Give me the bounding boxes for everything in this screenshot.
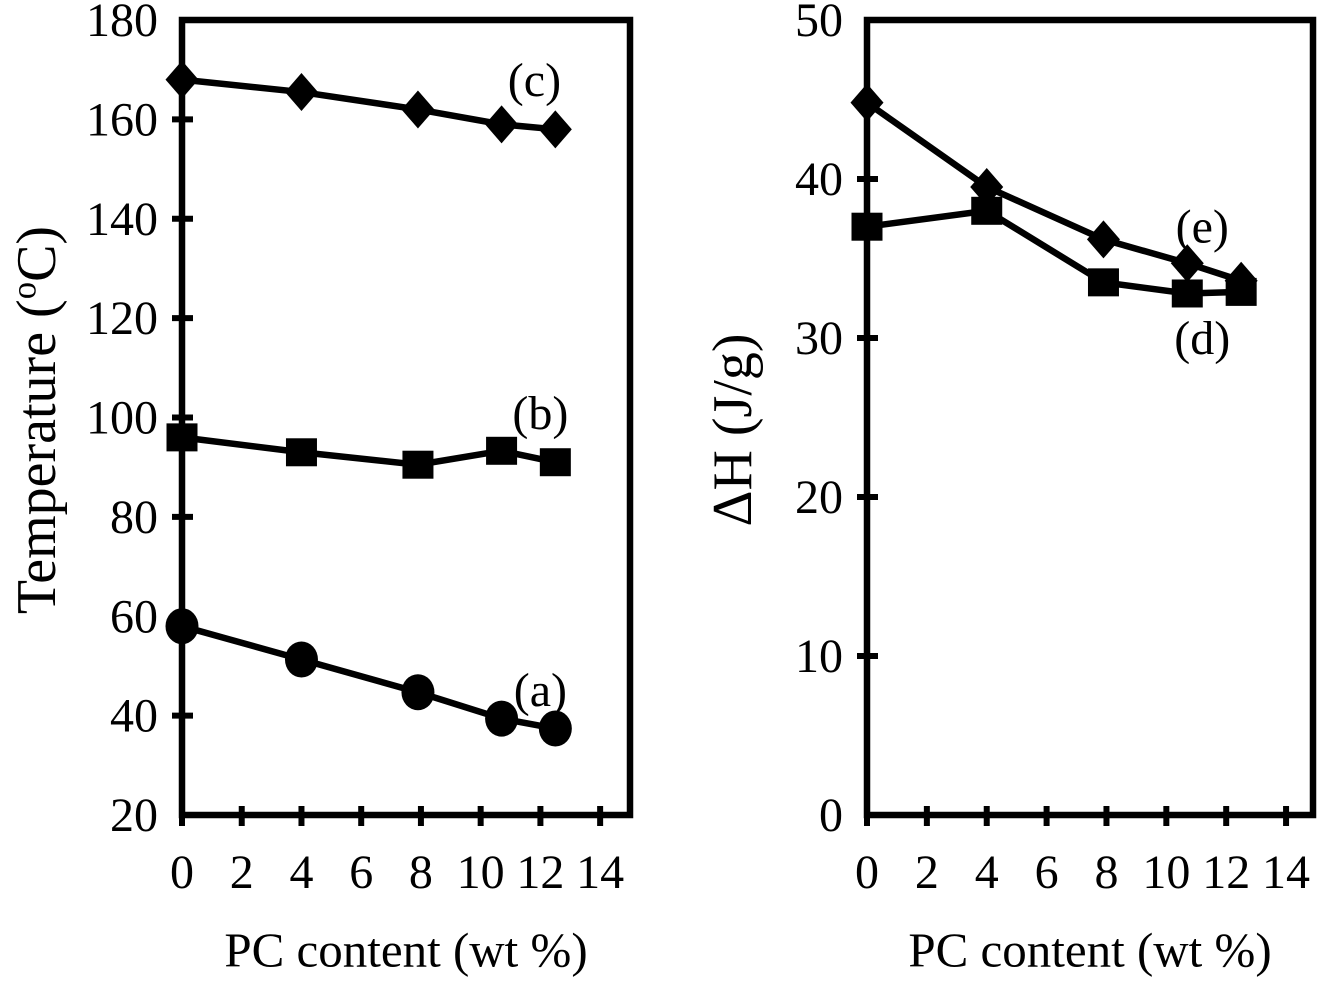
y-tick-label: 160 bbox=[86, 93, 158, 146]
y-tick-label: 100 bbox=[86, 392, 158, 445]
y-tick-label: 10 bbox=[795, 630, 843, 683]
x-tick-label: 14 bbox=[576, 846, 624, 899]
diamond-marker bbox=[970, 167, 1004, 206]
square-marker bbox=[539, 448, 571, 477]
y-tick-label: 120 bbox=[86, 292, 158, 345]
square-marker bbox=[1087, 268, 1119, 297]
left-chart-y-axis-title: Temperature (oC) bbox=[4, 225, 69, 615]
degree-superscript: o bbox=[4, 281, 44, 300]
y-axis-title-text: Temperature ( bbox=[6, 299, 68, 615]
x-tick-label: 8 bbox=[409, 846, 433, 899]
axis-frame bbox=[863, 16, 1317, 819]
series-label: (b) bbox=[512, 387, 568, 440]
diamond-marker bbox=[284, 73, 318, 112]
x-tick-label: 4 bbox=[975, 846, 999, 899]
circle-marker bbox=[401, 674, 435, 711]
square-marker bbox=[285, 438, 317, 467]
right-chart-y-axis-title: ΔH (J/g) bbox=[701, 333, 765, 526]
circle-marker bbox=[165, 608, 199, 645]
series-label: (a) bbox=[514, 664, 567, 717]
x-tick-label: 2 bbox=[915, 846, 939, 899]
series-label: (e) bbox=[1176, 201, 1229, 254]
square-marker bbox=[1171, 279, 1203, 308]
diamond-marker bbox=[485, 105, 519, 144]
diamond-marker bbox=[401, 90, 435, 129]
y-tick-label: 30 bbox=[795, 312, 843, 365]
x-tick-label: 12 bbox=[516, 846, 564, 899]
y-axis-title-text: ΔH (J/g) bbox=[702, 333, 764, 527]
x-tick-label: 4 bbox=[289, 846, 313, 899]
diamond-marker bbox=[538, 110, 572, 149]
x-tick-label: 6 bbox=[1035, 846, 1059, 899]
x-tick-label: 14 bbox=[1262, 846, 1310, 899]
x-tick-label: 0 bbox=[170, 846, 194, 899]
diamond-marker bbox=[1086, 220, 1120, 259]
y-tick-label: 50 bbox=[795, 0, 843, 47]
y-tick-label: 20 bbox=[110, 789, 158, 842]
x-tick-label: 6 bbox=[349, 846, 373, 899]
chart-0: 0 2 4 6 8 10 12 14 20 40 60 80 100 120 140 160 180 (c) (b)… bbox=[86, 0, 634, 899]
circle-marker bbox=[485, 700, 519, 737]
square-marker bbox=[166, 423, 198, 452]
diamond-marker bbox=[1224, 261, 1258, 300]
right-chart-x-axis-title: PC content (wt %) bbox=[908, 922, 1272, 978]
square-marker bbox=[851, 212, 883, 241]
y-tick-label: 40 bbox=[110, 690, 158, 743]
y-tick-label: 140 bbox=[86, 193, 158, 246]
x-tick-label: 2 bbox=[230, 846, 254, 899]
series-label: (c) bbox=[508, 54, 561, 107]
y-tick-label: 20 bbox=[795, 471, 843, 524]
diamond-marker bbox=[165, 60, 199, 99]
x-tick-label: 8 bbox=[1094, 846, 1118, 899]
y-tick-label: 40 bbox=[795, 153, 843, 206]
y-tick-label: 180 bbox=[86, 0, 158, 47]
series-label: (d) bbox=[1174, 312, 1230, 365]
left-chart-x-axis-title: PC content (wt %) bbox=[224, 922, 588, 978]
circle-marker bbox=[284, 641, 318, 678]
square-marker bbox=[486, 436, 518, 465]
y-axis-title-text: C) bbox=[6, 225, 68, 282]
x-tick-label: 0 bbox=[855, 846, 879, 899]
circle-marker bbox=[538, 710, 572, 747]
y-tick-label: 60 bbox=[110, 590, 158, 643]
x-tick-label: 12 bbox=[1202, 846, 1250, 899]
x-tick-label: 10 bbox=[457, 846, 505, 899]
diamond-marker bbox=[850, 83, 884, 122]
square-marker bbox=[402, 450, 434, 479]
x-tick-label: 10 bbox=[1142, 846, 1190, 899]
diamond-marker bbox=[1170, 244, 1204, 283]
y-tick-label: 0 bbox=[819, 789, 843, 842]
y-tick-label: 80 bbox=[110, 491, 158, 544]
